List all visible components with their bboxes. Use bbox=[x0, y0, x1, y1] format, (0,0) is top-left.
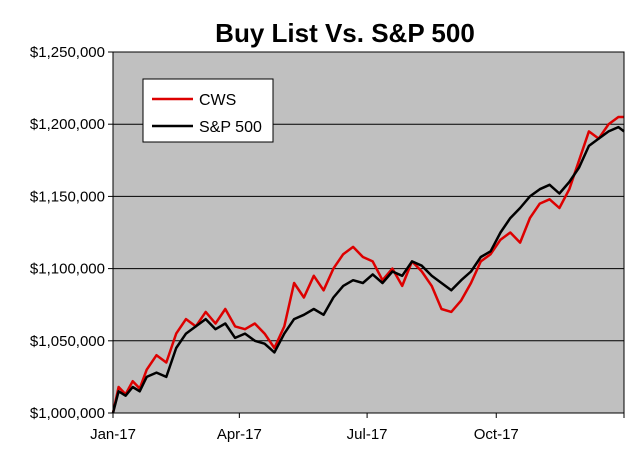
y-tick-label: $1,050,000 bbox=[30, 333, 105, 350]
legend-label: CWS bbox=[199, 92, 236, 109]
y-axis: $1,000,000 $1,050,000 $1,100,000 $1,150,000… bbox=[30, 44, 113, 422]
legend-label: S&P 500 bbox=[199, 119, 262, 136]
series-line-s-p-500 bbox=[111, 125, 625, 414]
plot-border bbox=[112, 51, 625, 414]
y-tick-label: $1,100,000 bbox=[30, 261, 105, 278]
x-axis: Jan-17 Apr-17 Jul-17 Oct-17 bbox=[90, 413, 625, 443]
y-tick-label: $1,250,000 bbox=[30, 44, 105, 61]
series-lines bbox=[111, 115, 625, 414]
x-tick-label: Oct-17 bbox=[474, 426, 519, 443]
legend-box bbox=[142, 78, 274, 143]
y-tick-label: $1,150,000 bbox=[30, 188, 105, 205]
y-tick-label: $1,000,000 bbox=[30, 405, 105, 422]
legend: CWS S&P 500 bbox=[142, 78, 274, 143]
x-tick-label: Jul-17 bbox=[347, 426, 388, 443]
x-tick-label: Jan-17 bbox=[90, 426, 136, 443]
chart-title: Buy List Vs. S&P 500 bbox=[215, 18, 475, 48]
y-tick-label: $1,200,000 bbox=[30, 116, 105, 133]
x-tick-label: Apr-17 bbox=[217, 426, 262, 443]
series-line-cws bbox=[111, 115, 624, 414]
